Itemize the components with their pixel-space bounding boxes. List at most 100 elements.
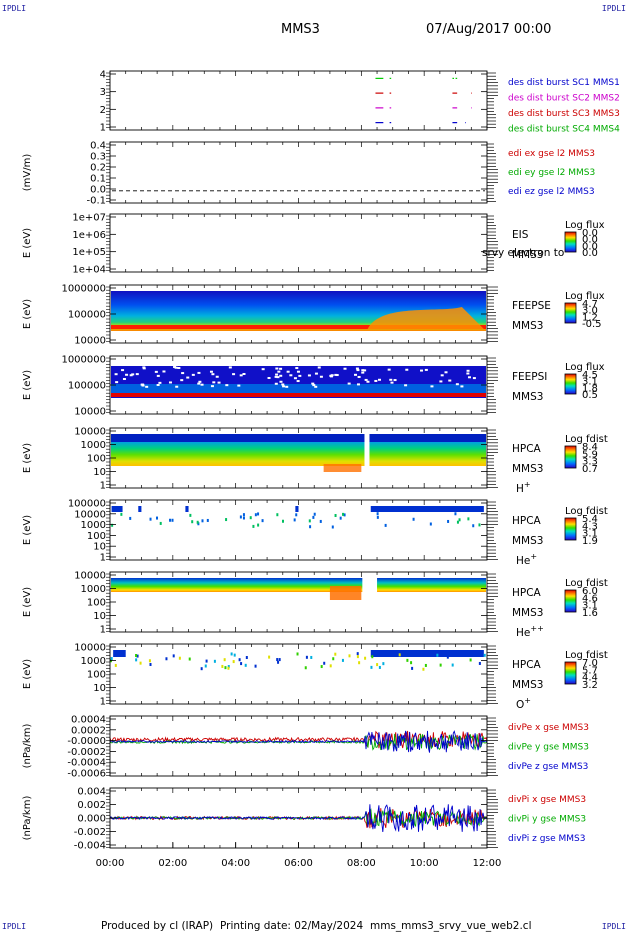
spectrogram-patch — [185, 506, 189, 512]
spectrogram-gap — [154, 370, 158, 373]
spectrogram-speck — [233, 653, 236, 657]
spectrogram-gap — [186, 376, 190, 379]
spectrogram-gap — [277, 370, 281, 373]
spectrogram-speck — [358, 661, 361, 665]
y-axis-label: E (eV) — [22, 443, 33, 473]
spectrogram-speck — [319, 519, 322, 523]
spectrogram-fill — [111, 578, 363, 592]
panel-frame — [109, 141, 488, 204]
spectrogram-gap — [296, 380, 300, 383]
spectrogram-gap — [356, 369, 360, 372]
spectrogram-gap — [175, 385, 179, 388]
spectrogram-gap — [314, 385, 318, 388]
spectrogram-gap — [472, 377, 476, 380]
spacecraft-label: MMS3 — [512, 535, 543, 547]
spectrogram-gap — [114, 373, 118, 376]
colorbar-tick-label: 0.0 — [582, 235, 598, 246]
colorbar-title: Log flux — [565, 362, 605, 373]
series-line — [109, 804, 488, 832]
spectrogram-speck — [376, 515, 379, 519]
series-line — [109, 730, 488, 753]
spectrogram-gap — [298, 374, 302, 377]
spectrogram-speck — [332, 657, 335, 661]
spectrogram-speck — [467, 517, 470, 521]
spectrogram-gap — [347, 382, 351, 385]
y-tick-label: 100 — [87, 531, 106, 542]
spectrogram-speck — [191, 520, 194, 524]
spectrogram-speck — [384, 523, 387, 527]
colorbar-tick-label: 0.5 — [582, 390, 598, 401]
y-tick-label: 10 — [93, 467, 106, 478]
spectrogram-speck — [245, 656, 248, 660]
spectrogram-gap — [307, 374, 311, 377]
spectrogram-speck — [320, 665, 323, 669]
colorbar-title: Log flux — [565, 220, 605, 231]
spectrogram-gap — [357, 375, 361, 378]
spectrogram-speck — [200, 667, 203, 671]
spectrogram-speck — [439, 663, 442, 667]
spectrogram-speck — [334, 652, 337, 656]
panel-divpi: divPi x gse MMS3 divPi y gse MMS3 divPi z … — [22, 787, 586, 852]
spacecraft-label: MMS3 — [512, 320, 543, 332]
spectrogram-gap — [364, 432, 370, 480]
y-tick-label: 1e+05 — [72, 247, 106, 258]
spectrogram-speck — [429, 522, 432, 526]
spectrogram-speck — [223, 658, 226, 662]
spectrogram-speck — [257, 523, 260, 527]
spectrogram-speck — [422, 667, 425, 671]
legend-entry: edi ex gse l2 MMS3 — [508, 149, 595, 159]
spectrogram-gap — [122, 378, 126, 381]
spectrogram-gap — [115, 381, 119, 384]
y-tick-label: -0.0000 — [67, 736, 106, 747]
spectrogram-gap — [439, 380, 443, 383]
instrument-label: EIS — [512, 229, 529, 241]
instrument-label: HPCA — [512, 515, 542, 527]
spectrogram-gap — [319, 375, 323, 378]
corner-mark-top-left: IPDLI — [2, 4, 27, 13]
spectrogram-band — [111, 434, 486, 442]
colorbar-tick-label: 1.6 — [582, 608, 598, 619]
spectrogram-speck — [427, 653, 430, 657]
overflow-label: srvy electron to — [482, 247, 564, 259]
spectrogram-speck — [458, 518, 461, 522]
spectrogram-gap — [267, 377, 271, 380]
spectrogram-gap — [285, 385, 289, 388]
spectrogram-speck — [406, 658, 409, 662]
y-tick-label: 100000 — [68, 310, 106, 321]
spacecraft-label: MMS3 — [512, 679, 543, 691]
y-tick-label: 10000 — [74, 407, 106, 418]
spectrogram-gap — [197, 371, 201, 374]
spectrogram-speck — [221, 664, 224, 668]
spectrogram-gap — [466, 372, 470, 375]
spectrogram-speck — [454, 512, 457, 516]
spectrogram-speck — [111, 523, 114, 527]
spectrogram-gap — [361, 371, 365, 374]
x-tick-label: 08:00 — [347, 858, 376, 869]
colorbar-tick-label: -0.5 — [582, 319, 602, 330]
spectrogram-gap — [393, 379, 397, 382]
corner-mark-bottom-left: IPDLI — [2, 922, 27, 931]
spectrogram-gap — [448, 379, 452, 382]
spectrogram-gap — [177, 367, 181, 370]
colorbar-tick-label: 4.3 — [582, 521, 598, 532]
spectrogram-gap — [162, 370, 166, 373]
colorbar-tick-label: 3.1 — [582, 377, 598, 388]
spectrogram-gap — [274, 375, 278, 378]
y-tick-label: -0.0004 — [67, 758, 106, 769]
spectrogram-gap — [156, 383, 160, 386]
colorbar — [564, 589, 577, 613]
y-tick-label: -0.002 — [74, 827, 106, 838]
spectrogram-speck — [227, 665, 230, 669]
spectrogram-speck — [244, 663, 247, 667]
spectrogram-gap — [181, 372, 185, 375]
y-tick-label: 100 — [87, 598, 106, 609]
spectrogram-speck — [254, 513, 257, 517]
legend-entry: des dist burst SC1 MMS1 — [508, 78, 620, 88]
colorbar-tick-label: 3.0 — [582, 306, 598, 317]
spectrogram-enhancement — [323, 464, 362, 472]
spectrogram-speck — [343, 513, 346, 517]
spectrogram-gap — [317, 366, 321, 369]
spectrogram-enhancement — [367, 307, 484, 329]
footer-produced: Produced by cl (IRAP) — [101, 920, 214, 932]
